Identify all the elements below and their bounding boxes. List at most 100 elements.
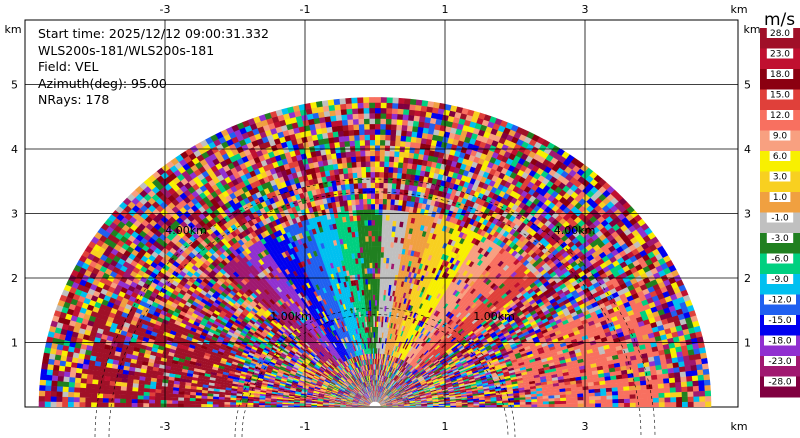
range-gate <box>514 328 522 334</box>
range-gate <box>427 361 434 367</box>
range-gate <box>533 295 541 302</box>
range-gate <box>589 288 598 295</box>
range-gate <box>639 375 647 382</box>
range-gate <box>517 345 525 351</box>
range-gate <box>684 299 693 307</box>
range-gate <box>564 254 573 262</box>
range-gate <box>500 284 508 292</box>
range-gate <box>535 382 542 386</box>
range-gate <box>521 318 529 324</box>
range-gate <box>509 285 517 292</box>
range-gate <box>560 295 569 302</box>
range-gate <box>385 399 391 402</box>
range-gate <box>466 390 473 394</box>
range-gate <box>449 344 456 350</box>
range-gate <box>616 349 624 355</box>
range-gate <box>403 404 410 406</box>
range-gate <box>555 318 563 325</box>
range-gate <box>657 308 666 316</box>
range-gate <box>378 225 382 231</box>
range-gate <box>566 328 574 335</box>
range-gate <box>432 342 438 348</box>
range-gate <box>442 392 450 395</box>
range-gate <box>416 386 423 390</box>
range-gate <box>384 139 391 146</box>
range-gate <box>384 398 391 402</box>
range-gate <box>488 350 495 355</box>
range-gate <box>559 304 568 311</box>
range-gate <box>587 284 596 292</box>
range-gate <box>555 366 563 372</box>
range-gate <box>549 280 558 287</box>
range-gate <box>642 357 650 363</box>
range-gate <box>670 352 678 359</box>
range-gate <box>530 251 538 259</box>
range-gate <box>403 401 410 403</box>
range-gate <box>677 356 685 363</box>
range-gate <box>545 337 553 343</box>
range-gate <box>542 389 549 394</box>
range-gate <box>378 398 383 403</box>
range-gate <box>599 353 607 359</box>
range-gate <box>584 300 592 307</box>
range-gate <box>396 113 404 120</box>
range-gate <box>496 368 503 373</box>
range-gate <box>493 382 501 386</box>
range-gate <box>598 376 606 382</box>
range-gate <box>539 352 546 357</box>
range-gate <box>615 370 622 376</box>
range-gate <box>650 321 658 329</box>
range-gate <box>498 358 505 363</box>
range-gate <box>542 398 549 402</box>
range-gate <box>424 390 431 393</box>
range-gate <box>694 353 702 360</box>
range-gate <box>426 397 433 400</box>
range-gate <box>592 373 599 379</box>
range-gate <box>704 384 711 391</box>
range-gate <box>413 392 420 396</box>
range-gate <box>464 335 471 341</box>
range-gate <box>379 400 385 404</box>
range-gate <box>645 375 652 381</box>
range-gate <box>390 397 397 401</box>
range-gate <box>415 403 422 405</box>
range-gate <box>556 309 564 316</box>
range-gate <box>421 362 427 368</box>
range-gate <box>511 345 518 350</box>
range-gate <box>387 391 393 396</box>
range-gate <box>414 396 421 399</box>
range-gate <box>457 365 464 370</box>
range-gate <box>424 366 431 372</box>
range-gate <box>615 374 623 380</box>
range-gate <box>385 262 389 269</box>
range-gate <box>682 328 690 336</box>
range-gate <box>496 398 503 402</box>
range-gate <box>527 307 535 314</box>
range-gate <box>384 241 388 248</box>
range-gate <box>436 346 443 352</box>
range-gate <box>503 343 511 348</box>
range-gate <box>686 304 695 312</box>
range-gate <box>654 359 662 366</box>
range-gate <box>652 310 660 318</box>
range-gate <box>451 366 458 371</box>
range-gate <box>434 383 441 387</box>
range-gate <box>491 333 498 339</box>
range-gate <box>634 380 641 386</box>
range-gate <box>484 356 492 361</box>
range-gate <box>380 402 386 405</box>
range-gate <box>447 386 454 389</box>
range-gate <box>488 364 495 369</box>
range-gate <box>479 401 486 404</box>
range-gate <box>587 320 596 327</box>
range-gate <box>549 271 557 278</box>
range-gate <box>421 100 429 107</box>
range-gate <box>447 350 454 356</box>
range-gate <box>456 334 463 340</box>
range-gate <box>463 352 470 358</box>
range-gate <box>535 359 543 364</box>
range-gate <box>386 403 393 405</box>
range-gate <box>566 304 575 311</box>
range-gate <box>587 378 594 383</box>
range-gate <box>525 399 532 403</box>
